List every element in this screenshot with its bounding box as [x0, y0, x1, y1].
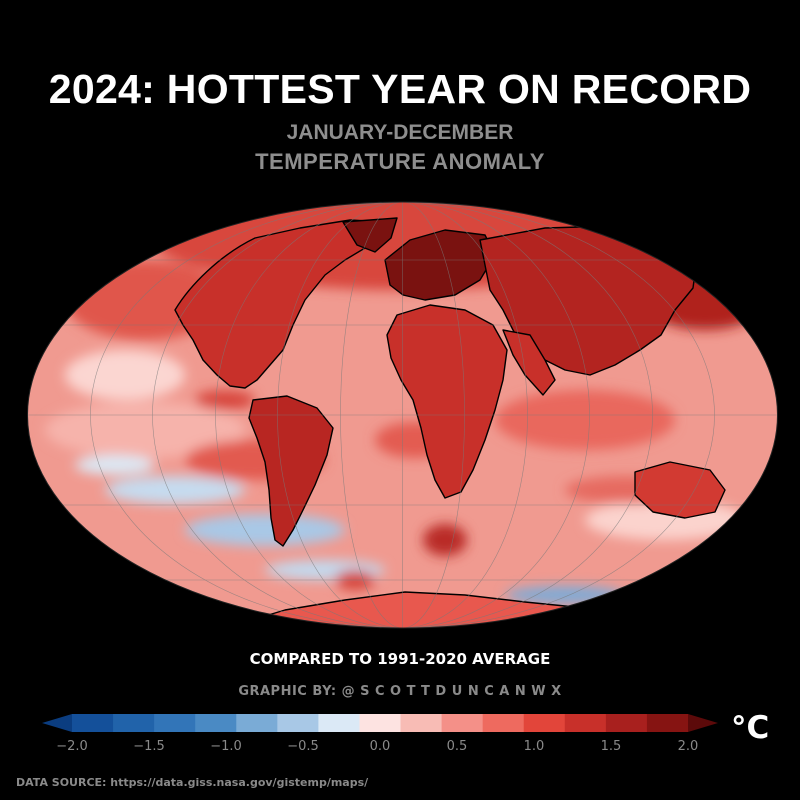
colorbar-bin: [441, 714, 484, 732]
comparison-note: COMPARED TO 1991-2020 AVERAGE: [249, 650, 551, 668]
temperature-anomaly-map: [27, 201, 778, 629]
colorbar-bin: [605, 714, 648, 732]
colorbar-bin: [154, 714, 196, 732]
colorbar-tick-label: 0.0: [370, 739, 391, 754]
colorbar-extend-low: [42, 714, 72, 732]
colorbar-tick-label: −2.0: [56, 739, 88, 754]
colorbar-extend-high: [688, 714, 718, 732]
colorbar-bin: [400, 714, 443, 732]
graticule: [27, 202, 778, 628]
land-anomaly-field: [174, 217, 726, 628]
colorbar-tick-label: −1.0: [210, 739, 242, 754]
colorbar-tick-label: −1.5: [133, 739, 165, 754]
colorbar-bin: [523, 714, 566, 732]
colorbar-bin: [236, 714, 278, 732]
subtitle-period: JANUARY-DECEMBER: [286, 121, 514, 144]
colorbar-bin: [482, 714, 525, 732]
colorbar-bin: [318, 714, 360, 732]
colorbar-tick-label: 0.5: [447, 739, 468, 754]
data-source: DATA SOURCE: https://data.giss.nasa.gov/…: [16, 776, 369, 789]
colorbar-bin: [646, 714, 689, 732]
graphic-credit: GRAPHIC BY: @ S C O T T D U N C A N W X: [238, 684, 562, 699]
colorbar-bin: [277, 714, 319, 732]
page-title: 2024: HOTTEST YEAR ON RECORD: [48, 66, 752, 112]
colorbar-tick-label: 2.0: [678, 739, 699, 754]
colorbar-bin: [113, 714, 155, 732]
colorbar-tick-label: −0.5: [287, 739, 319, 754]
colorbar-bin: [195, 714, 237, 732]
colorbar-tick-label: 1.0: [524, 739, 545, 754]
colorbar-tick-label: 1.5: [601, 739, 622, 754]
colorbar-bin: [564, 714, 607, 732]
colorbar-unit: °C: [731, 710, 770, 746]
subtitle-variable: TEMPERATURE ANOMALY: [255, 149, 545, 174]
colorbar: −2.0 −1.5 −1.0 −0.5 0.0 0.5 1.0 1.5 2.0: [42, 714, 718, 754]
colorbar-bin: [72, 714, 114, 732]
colorbar-bin: [359, 714, 402, 732]
